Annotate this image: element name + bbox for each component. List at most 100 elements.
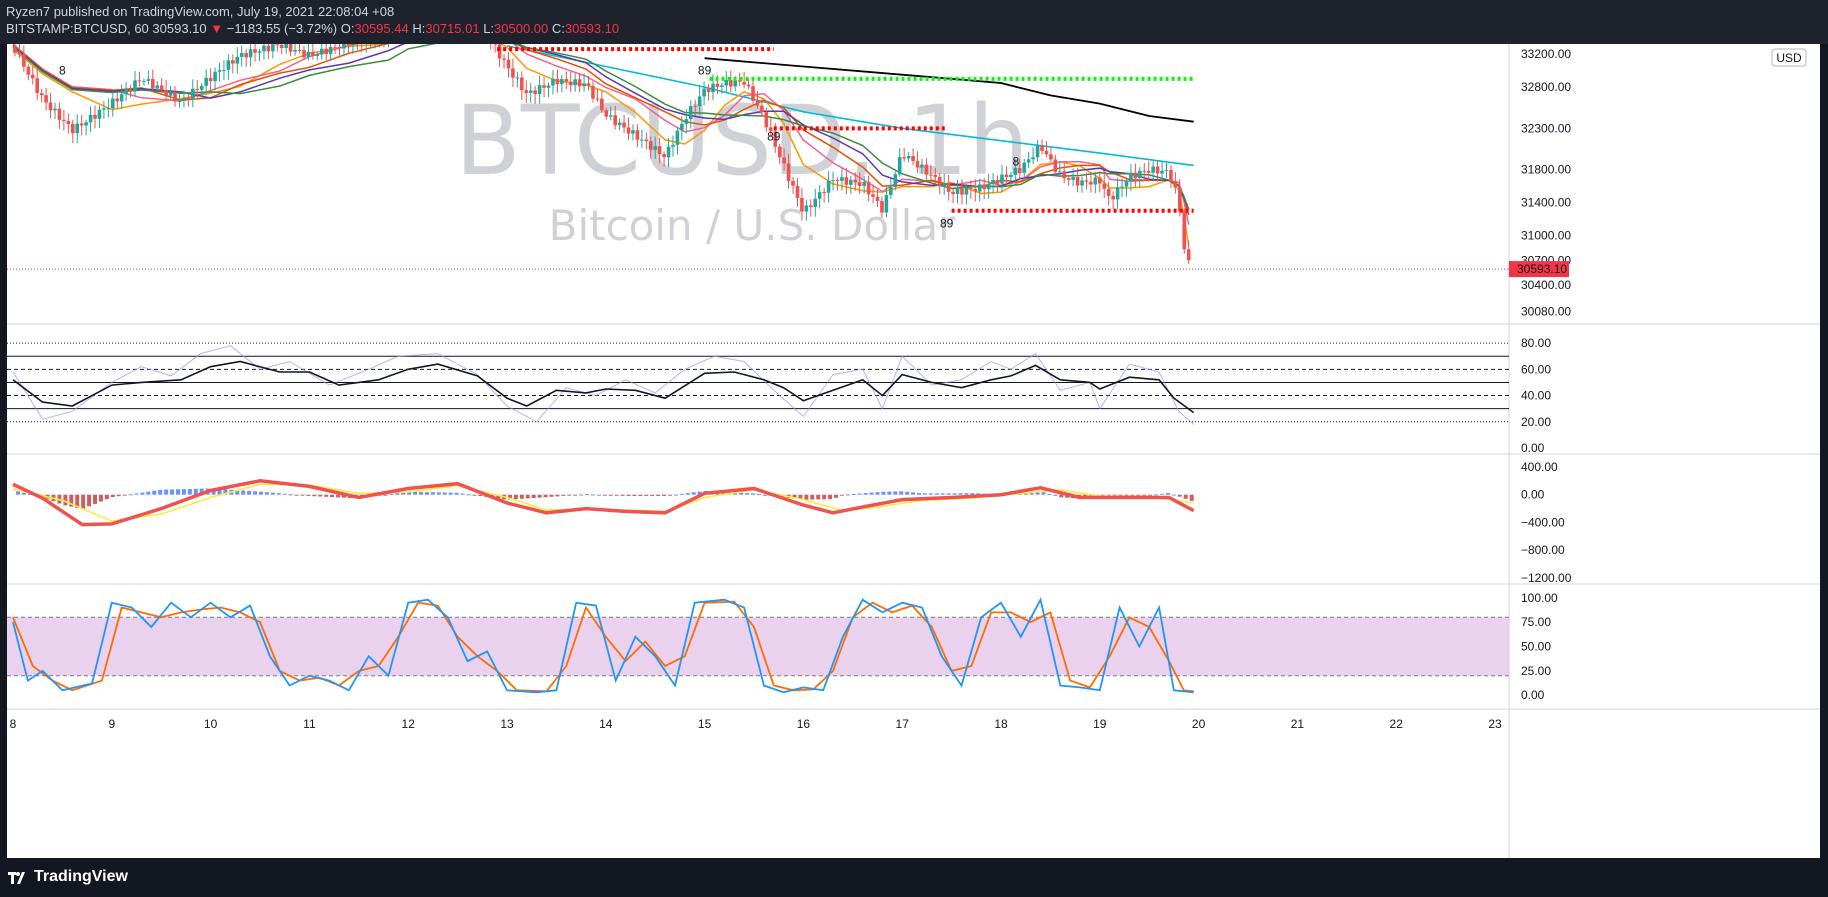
last-price: 30593.10 (152, 21, 207, 36)
candle-body (782, 157, 786, 164)
watermark-ticker: BTCUSD, 1h (455, 85, 1029, 197)
candle-body (293, 49, 297, 52)
candle-body (604, 110, 609, 117)
candle-body (1026, 159, 1031, 163)
candle-body (351, 44, 355, 46)
macd-histogram-bar (419, 491, 424, 495)
moving-average-line (12, 44, 1190, 210)
macd-histogram-bar (745, 493, 750, 495)
candle-body (973, 189, 978, 192)
candle-body (582, 83, 586, 87)
macd-histogram-bar (1059, 494, 1064, 498)
macd-histogram-bar (63, 494, 68, 506)
candle-body (217, 70, 222, 72)
price-tick-label: 30400.00 (1521, 278, 1571, 292)
candle-body (93, 114, 97, 119)
macd-histogram-bar (128, 494, 133, 496)
macd-histogram-bar (217, 489, 222, 495)
macd-histogram-bar (116, 494, 121, 497)
stoch-tick-label: 75.00 (1521, 615, 1551, 629)
macd-histogram-bar (152, 490, 157, 495)
macd-histogram-bar (739, 492, 744, 495)
candle-body (635, 130, 640, 140)
macd-histogram-bar (928, 493, 933, 495)
macd-histogram-bar (413, 491, 418, 495)
candle-body (48, 102, 53, 111)
macd-histogram-bar (798, 494, 803, 500)
candle-body (515, 77, 520, 79)
macd-histogram-bar (1160, 493, 1165, 495)
candle-body (849, 179, 853, 185)
candle-body (742, 81, 746, 85)
macd-tick-label: −400.00 (1521, 515, 1565, 529)
tradingview-logo[interactable]: TradingView (8, 868, 128, 886)
candle-body (568, 81, 573, 86)
candle-body (688, 106, 693, 120)
chart-area[interactable]: BTCUSD, 1h Bitcoin / U.S. Dollar 33200.00 3… (7, 44, 1820, 858)
macd-histogram-bar (839, 494, 844, 496)
price-tick-label: 30080.00 (1521, 304, 1571, 318)
price-tick-label: 32800.00 (1521, 80, 1571, 94)
candle-body (728, 79, 733, 87)
macd-histogram-bar (300, 494, 305, 496)
macd-histogram-bar (751, 493, 756, 495)
macd-histogram-bar (1130, 494, 1135, 496)
macd-histogram-bar (513, 494, 518, 500)
candle-body (986, 183, 991, 190)
candle-body (1142, 170, 1147, 172)
macd-histogram-bar (834, 494, 839, 498)
candle-body (302, 50, 306, 58)
macd-histogram-bar (1136, 494, 1141, 496)
candle-body (13, 45, 17, 53)
macd-histogram-bar (158, 489, 163, 495)
candle-body (1071, 177, 1075, 180)
candle-body (30, 74, 35, 79)
candle-body (528, 90, 533, 93)
td-sequential-marker: 89 (940, 216, 954, 230)
candle-body (533, 90, 537, 95)
candle-body (511, 68, 515, 78)
candle-body (333, 46, 337, 48)
candle-body (142, 80, 146, 82)
candle-body (666, 146, 671, 158)
candle-body (1057, 171, 1062, 173)
candle-body (182, 97, 186, 101)
candle-body (911, 155, 915, 162)
candle-body (137, 80, 142, 82)
candle-body (239, 52, 244, 57)
candle-body (1031, 157, 1035, 160)
candle-body (235, 56, 240, 64)
macd-histogram-bar (567, 494, 572, 496)
candle-body (226, 60, 231, 70)
price-tick-label: 33200.00 (1521, 47, 1571, 61)
macd-histogram-bar (721, 491, 726, 495)
macd-histogram-bar (691, 492, 696, 495)
macd-histogram-bar (644, 494, 649, 496)
macd-histogram-bar (1106, 494, 1111, 496)
candle-body (146, 79, 151, 81)
candle-body (284, 44, 288, 49)
candle-body (1084, 180, 1089, 182)
time-tick-label: 18 (994, 717, 1008, 731)
candle-body (1017, 168, 1022, 173)
candle-body (1164, 169, 1169, 171)
candle-body (1160, 170, 1164, 174)
low-label: L: (483, 21, 495, 36)
candle-body (1066, 178, 1071, 180)
candle-body (951, 191, 955, 195)
candle-body (257, 51, 262, 53)
time-tick-label: 13 (500, 717, 514, 731)
candle-body (844, 177, 849, 185)
macd-histogram-bar (15, 491, 20, 495)
macd-histogram-bar (235, 490, 240, 495)
open-label: O: (340, 21, 355, 36)
candle-body (1106, 188, 1111, 196)
candle-body (862, 181, 866, 186)
macd-histogram-bar (466, 494, 471, 496)
candle-body (600, 98, 604, 111)
macd-histogram-bar (863, 493, 868, 495)
macd-histogram-bar (851, 494, 856, 496)
stoch-band (7, 617, 1509, 676)
candle-body (1049, 154, 1053, 160)
